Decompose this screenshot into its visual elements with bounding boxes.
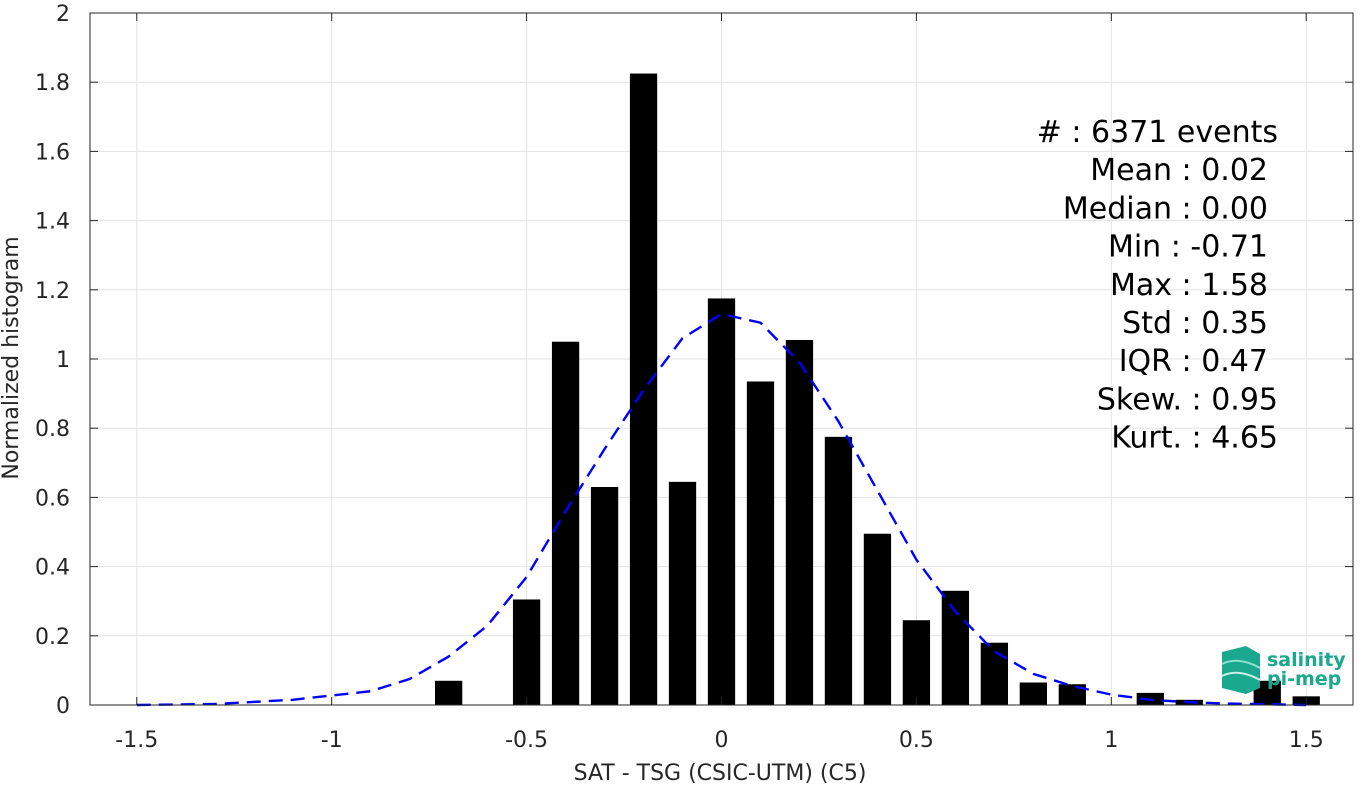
histogram-bar-10 — [863, 533, 892, 705]
y-tick-label-4: 0.8 — [35, 417, 70, 442]
stat-line-0: # : 6371 events — [1037, 115, 1278, 150]
y-tick-label-5: 1 — [56, 348, 70, 373]
y-tick-label-10: 2 — [56, 2, 70, 27]
x-tick-label-4: 0.5 — [899, 728, 934, 753]
histogram-bar-5 — [668, 481, 697, 705]
axes — [89, 12, 1354, 706]
histogram-bar-14 — [1019, 682, 1047, 705]
histogram-bar-4 — [629, 73, 658, 706]
y-tick-label-8: 1.6 — [35, 140, 70, 165]
x-tick-label-6: 1.5 — [1289, 728, 1324, 753]
histogram-bar-1 — [512, 599, 541, 705]
normal-fit-curve — [136, 312, 1307, 707]
stat-line-5: Std : 0.35 — [1122, 306, 1268, 341]
y-tick-label-1: 0.2 — [35, 625, 70, 650]
x-tick-label-1: -1 — [321, 728, 343, 753]
stat-line-4: Max : 1.58 — [1110, 268, 1268, 303]
histogram-bar-7 — [746, 381, 775, 705]
stat-line-6: IQR : 0.47 — [1119, 344, 1268, 379]
y-tick-label-2: 0.4 — [35, 556, 70, 581]
stat-line-2: Median : 0.00 — [1063, 191, 1268, 226]
logo-line-2: pi-mep — [1267, 668, 1341, 690]
x-axis-label: SAT - TSG (CSIC-UTM) (C5) — [574, 761, 867, 785]
logo-emblem-icon — [1221, 646, 1261, 694]
logo-line-1: salinity — [1267, 649, 1346, 671]
y-tick-label-6: 1.2 — [35, 279, 70, 304]
histogram-bar-11 — [902, 620, 931, 705]
histogram-bar-6 — [707, 298, 736, 705]
histogram-bar-8 — [785, 339, 814, 705]
stat-line-7: Skew. : 0.95 — [1097, 382, 1278, 417]
histogram-bar-9 — [824, 436, 853, 705]
y-tick-label-3: 0.6 — [35, 486, 70, 511]
histogram-bar-0 — [434, 680, 463, 705]
histogram-bar-2 — [551, 341, 580, 705]
y-tick-label-0: 0 — [56, 694, 70, 719]
histogram-bar-15 — [1058, 684, 1086, 705]
x-tick-label-3: 0 — [715, 728, 729, 753]
stat-line-8: Kurt. : 4.65 — [1111, 421, 1278, 456]
histogram-bar-12 — [941, 590, 970, 705]
y-axis-label: Normalized histogram — [0, 236, 24, 479]
stat-line-3: Min : -0.71 — [1108, 230, 1268, 265]
y-tick-label-9: 1.8 — [35, 71, 70, 96]
histogram-bar-13 — [980, 642, 1009, 705]
y-tick-labels: 0 0.2 0.4 0.6 0.8 1 1.2 1.4 1.6 1.8 2 — [35, 2, 70, 719]
y-tick-label-7: 1.4 — [35, 210, 70, 235]
histogram-bars — [434, 73, 1320, 706]
salinity-pi-mep-logo: salinity pi-mep — [1221, 646, 1346, 694]
x-tick-label-5: 1 — [1104, 728, 1118, 753]
histogram-bar-3 — [590, 487, 619, 705]
x-tick-labels: -1.5 -1 -0.5 0 0.5 1 1.5 — [115, 728, 1323, 753]
x-tick-label-2: -0.5 — [505, 728, 548, 753]
stat-line-1: Mean : 0.02 — [1090, 153, 1268, 188]
x-tick-label-0: -1.5 — [115, 728, 158, 753]
